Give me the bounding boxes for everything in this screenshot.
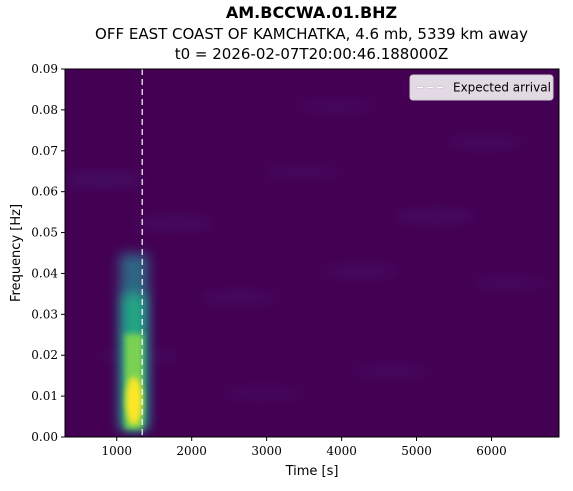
noise-patch	[296, 99, 377, 112]
x-tick-label: 6000	[476, 444, 507, 458]
noise-patch	[262, 166, 343, 179]
noise-patch	[321, 265, 402, 278]
legend-label: Expected arrival	[453, 81, 551, 95]
chart-subtitle: OFF EAST COAST OF KAMCHATKA, 4.6 mb, 533…	[95, 25, 528, 43]
noise-patch	[469, 276, 550, 289]
y-axis-label: Frequency [Hz]	[9, 204, 24, 302]
x-tick-label: 5000	[401, 444, 432, 458]
noise-patch	[65, 173, 145, 186]
energy-peak	[125, 376, 142, 425]
y-tick-label: 0.00	[31, 430, 58, 444]
y-tick-label: 0.01	[31, 389, 58, 403]
y-axis: 0.00 0.01 0.02 0.03 0.04 0.05 0.06 0.07 0.08 0.09	[31, 62, 65, 444]
y-tick-label: 0.08	[31, 103, 58, 117]
spectrogram-energy	[65, 99, 550, 429]
x-tick-label: 2000	[176, 444, 207, 458]
x-tick-label: 3000	[251, 444, 282, 458]
legend-box	[409, 74, 554, 101]
y-tick-label: 0.06	[31, 185, 58, 199]
x-tick-label: 4000	[326, 444, 357, 458]
legend: Expected arrival	[409, 74, 554, 101]
plot-frame	[64, 68, 560, 438]
x-axis-label: Time [s]	[285, 464, 339, 479]
noise-patch	[133, 217, 214, 230]
chart-title: AM.BCCWA.01.BHZ	[225, 3, 398, 22]
y-tick-label: 0.02	[31, 348, 58, 362]
y-tick-label: 0.03	[31, 307, 58, 321]
y-tick-label: 0.09	[31, 62, 58, 76]
x-tick-label: 1000	[101, 444, 132, 458]
y-tick-label: 0.04	[31, 266, 58, 280]
noise-patch	[197, 291, 278, 304]
noise-patch	[351, 364, 432, 377]
chart-subtitle-time: t0 = 2026-02-07T20:00:46.188000Z	[174, 45, 449, 63]
noise-patch	[222, 386, 303, 399]
y-tick-label: 0.05	[31, 226, 58, 240]
noise-patch	[444, 136, 525, 149]
x-axis: 1000 2000 3000 4000 5000 6000	[101, 437, 507, 458]
noise-patch	[395, 210, 476, 223]
y-tick-label: 0.07	[31, 144, 58, 158]
